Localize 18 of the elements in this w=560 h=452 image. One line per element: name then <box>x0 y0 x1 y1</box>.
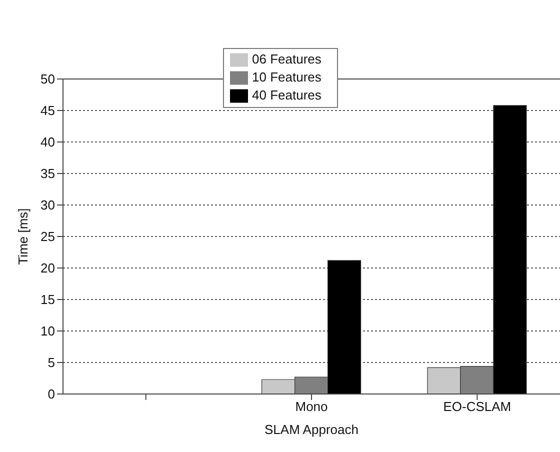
y-tick-label: 40 <box>40 134 55 150</box>
x-axis-title: SLAM Approach <box>264 422 358 437</box>
legend-label: 40 Features <box>252 87 322 102</box>
y-tick-label: 35 <box>40 166 55 182</box>
y-tick-label: 20 <box>40 260 55 276</box>
legend-label: 10 Features <box>252 69 322 84</box>
y-tick-label: 50 <box>40 72 55 87</box>
y-tick-label: 10 <box>40 324 55 339</box>
y-tick-label: 30 <box>40 198 55 213</box>
y-axis-title: Time [ms] <box>16 208 31 265</box>
y-tick-label: 5 <box>48 355 55 370</box>
y-tick-label: 15 <box>40 292 55 308</box>
x-tick-label: Mono <box>295 399 328 414</box>
y-tick-label: 25 <box>40 229 55 244</box>
y-tick-label: 0 <box>48 386 55 402</box>
x-tick-label: EO-CSLAM <box>443 399 512 414</box>
legend-label: 06 Features <box>252 51 322 66</box>
y-tick-label: 45 <box>40 103 55 118</box>
